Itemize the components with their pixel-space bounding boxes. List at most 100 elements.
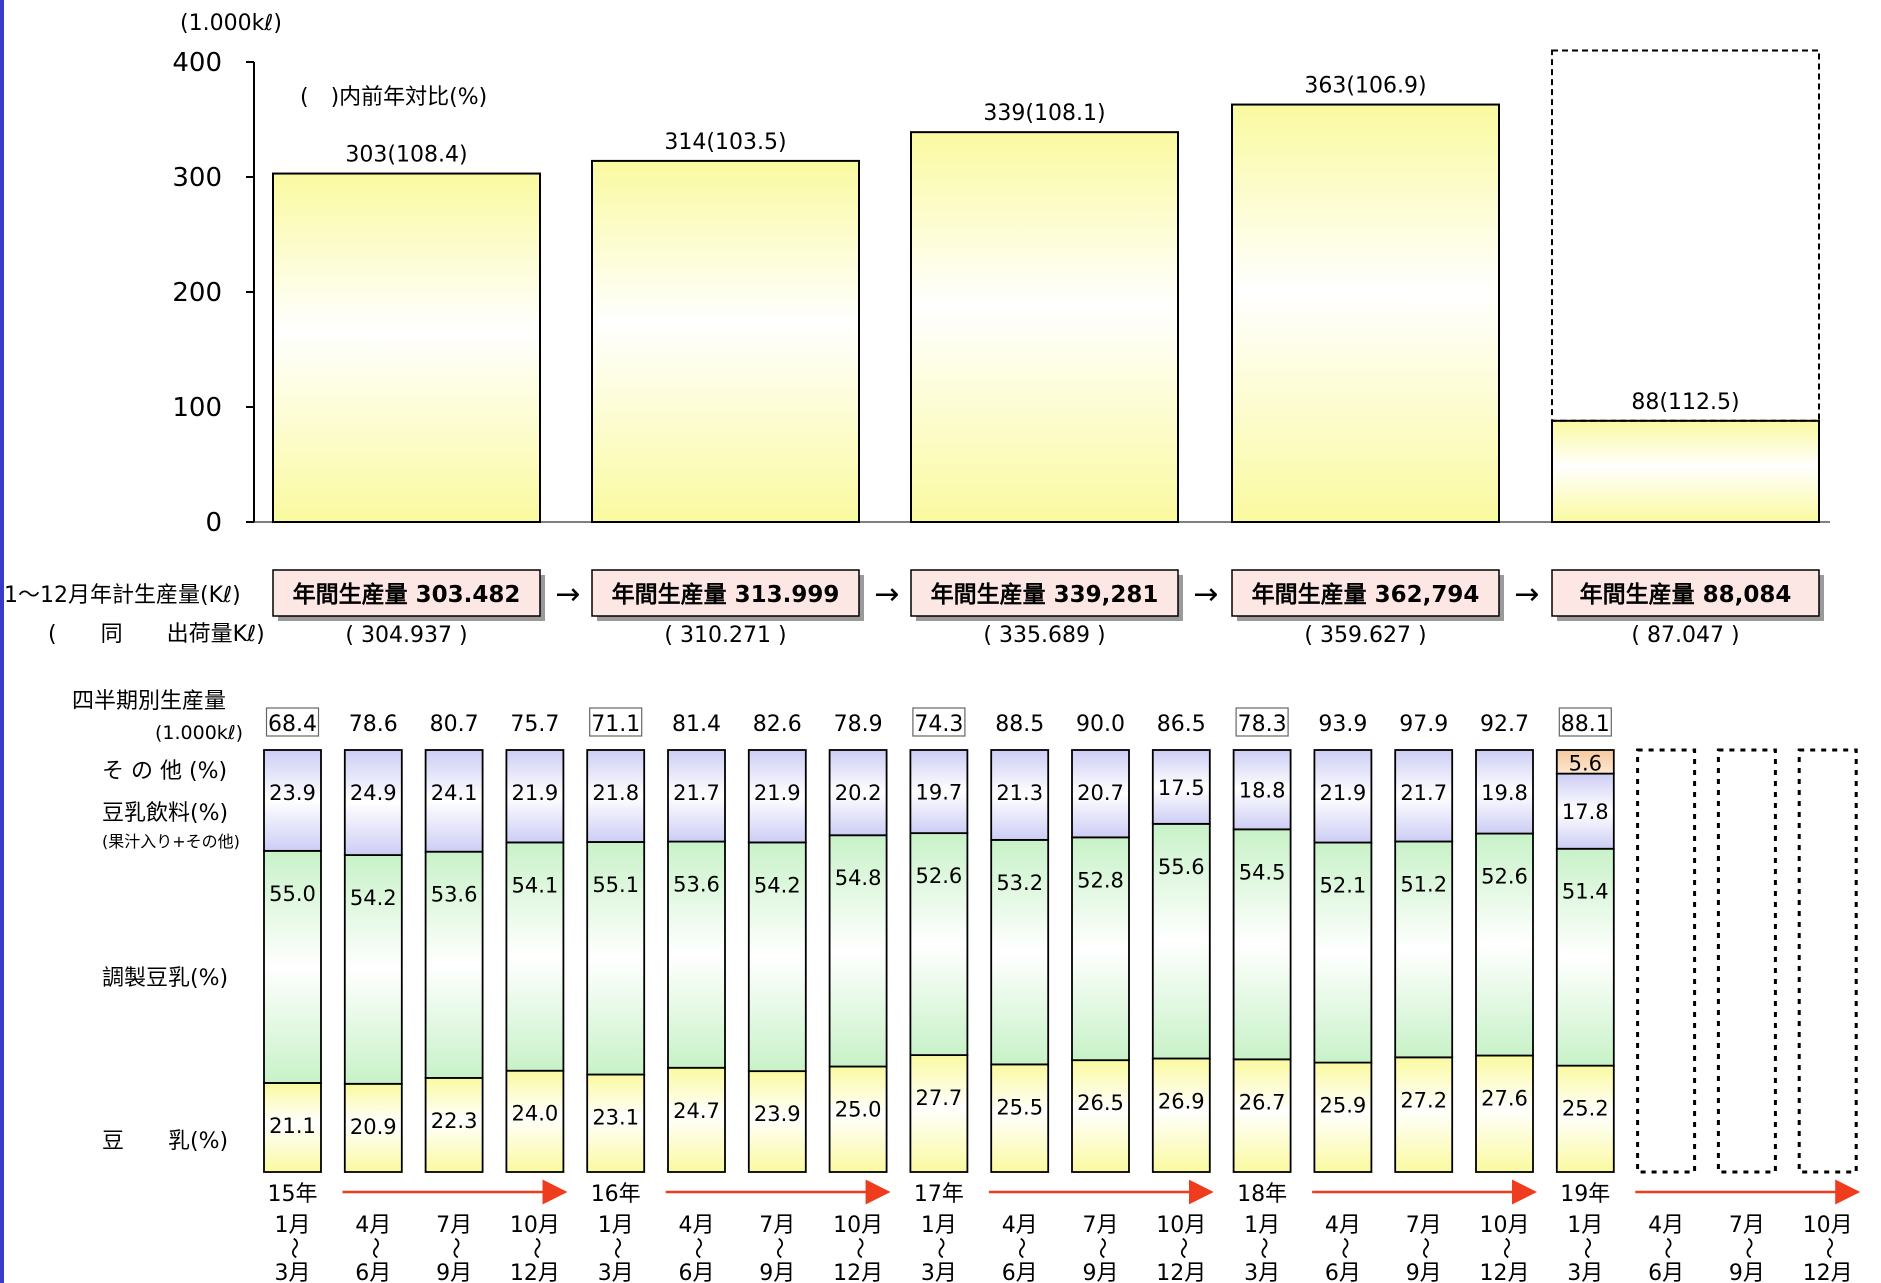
soymilk-drink-segment-label: 21.9: [512, 781, 559, 805]
y-tick-label: 300: [172, 163, 222, 193]
annual-shipment-value: ( 335.689 ): [983, 623, 1105, 648]
adjusted-soymilk-segment: [263, 849, 322, 1084]
soymilk-segment: [828, 1065, 888, 1173]
soymilk-segment-label: 25.9: [1320, 1094, 1367, 1118]
adjusted-soymilk-segment-label: 54.2: [754, 873, 801, 897]
adjusted-soymilk-segment: [667, 840, 726, 1069]
adjusted-soymilk-segment-label: 51.2: [1400, 872, 1447, 896]
quarterly-production-value: 88.1: [1561, 712, 1610, 737]
timeline-tilde: 〜: [1412, 1237, 1437, 1259]
legend-drink-sublabel: (果汁入り+その他): [102, 832, 240, 851]
soymilk-drink-segment: [1151, 749, 1211, 825]
soymilk-segment-label: 27.6: [1481, 1087, 1528, 1111]
timeline-tilde: 〜: [1816, 1237, 1841, 1259]
soymilk-drink-segment-label: 24.9: [350, 781, 397, 805]
soymilk-segment: [1151, 1057, 1211, 1173]
soymilk-drink-segment: [343, 749, 403, 856]
soymilk-segment: [586, 1073, 646, 1173]
left-accent-bar: [0, 0, 4, 1283]
adjusted-soymilk-segment: [424, 850, 484, 1079]
soymilk-drink-segment-label: 21.7: [1400, 781, 1447, 805]
timeline-month-end: 9月: [1406, 1261, 1442, 1283]
timeline-tilde: 〜: [1573, 1237, 1598, 1259]
annual-production-row-label: 1〜12月年計生産量(Kℓ): [4, 583, 241, 608]
soymilk-drink-segment-label: 18.8: [1239, 779, 1286, 803]
quarterly-production-value: 78.6: [349, 712, 398, 737]
adjusted-soymilk-segment: [1555, 847, 1615, 1067]
timeline-month-start: 10月: [1480, 1213, 1530, 1238]
soymilk-drink-segment: [1313, 749, 1373, 844]
soymilk-segment: [1394, 1056, 1454, 1173]
soymilk-segment-label: 26.5: [1077, 1091, 1124, 1115]
timeline-month-start: 1月: [275, 1213, 311, 1238]
adjusted-soymilk-segment: [505, 841, 565, 1072]
soymilk-drink-segment-label: 21.8: [592, 781, 639, 805]
annual-bar-label: 339(108.1): [983, 101, 1105, 126]
y-tick-label: 400: [172, 48, 222, 78]
soymilk-drink-segment-label: 20.7: [1077, 781, 1124, 805]
soymilk-segment-label: 24.0: [512, 1102, 559, 1126]
soymilk-drink-segment: [1071, 749, 1130, 839]
soymilk-drink-segment-label: 24.1: [431, 781, 478, 805]
soymilk-drink-segment: [263, 749, 322, 852]
timeline-month-start: 1月: [1244, 1213, 1280, 1238]
timeline-month-end: 9月: [436, 1261, 472, 1283]
timeline-month-start: 4月: [1648, 1213, 1684, 1238]
timeline-year: 18年: [1237, 1182, 1287, 1207]
year-transition-arrow: →: [1193, 577, 1218, 612]
timeline-tilde: 〜: [361, 1237, 386, 1259]
timeline-month-end: 3月: [921, 1261, 957, 1283]
year-transition-arrow: →: [874, 577, 899, 612]
timeline-month-end: 12月: [1480, 1261, 1530, 1283]
production-box: [910, 569, 1179, 617]
soymilk-segment-label: 24.7: [673, 1099, 720, 1123]
timeline-month-end: 6月: [1325, 1261, 1361, 1283]
timeline-tilde: 〜: [1735, 1237, 1760, 1259]
adjusted-soymilk-segment-label: 53.6: [431, 883, 478, 907]
adjusted-soymilk-segment: [343, 854, 403, 1085]
timeline-tilde: 〜: [523, 1237, 548, 1259]
legend-soymilk-label: 豆 乳(%): [102, 1129, 228, 1154]
timeline-tilde: 〜: [1331, 1237, 1356, 1259]
adjusted-soymilk-segment-label: 52.1: [1320, 874, 1367, 898]
soymilk-drink-segment-label: 19.8: [1481, 781, 1528, 805]
timeline-month-start: 1月: [1567, 1213, 1603, 1238]
soymilk-segment: [1071, 1059, 1130, 1173]
other-segment-label: 5.6: [1569, 752, 1602, 776]
quarterly-production-value: 78.9: [834, 712, 883, 737]
soymilk-drink-segment-label: 21.9: [1320, 781, 1367, 805]
adjusted-soymilk-segment-label: 54.2: [350, 886, 397, 910]
empty-quarter-placeholder: [1716, 748, 1777, 1174]
y-tick-label: 0: [205, 508, 222, 538]
quarterly-production-values: 68.4 78.6 80.7 75.7 71.1 81.4 82.6 78.9 74.3 88.5…: [265, 707, 1612, 737]
soymilk-segment-label: 26.7: [1239, 1090, 1286, 1114]
timeline-tilde: 〜: [927, 1237, 952, 1259]
timeline-year: 16年: [591, 1182, 641, 1207]
timeline-month-end: 3月: [275, 1261, 311, 1283]
empty-quarter-placeholder: [1797, 748, 1858, 1174]
annual-bar: [591, 159, 860, 523]
quarter-value-box: [1235, 707, 1289, 737]
soymilk-drink-segment-label: 23.9: [269, 781, 316, 805]
quarterly-production-title: 四半期別生産量: [72, 689, 226, 714]
timeline-year: 19年: [1560, 1182, 1610, 1207]
production-box: [1231, 569, 1500, 617]
quarterly-production-value: 90.0: [1076, 712, 1125, 737]
annual-bar: [1551, 419, 1820, 523]
production-box: [272, 569, 541, 617]
timeline-month-end: 3月: [1567, 1261, 1603, 1283]
y-axis-unit: (1.000kℓ): [180, 11, 282, 36]
adjusted-soymilk-segment-label: 52.6: [916, 864, 963, 888]
adjusted-soymilk-segment: [1394, 840, 1454, 1059]
soymilk-drink-segment-label: 17.5: [1158, 776, 1205, 800]
soymilk-segment: [343, 1082, 403, 1173]
y-axis-ticks: 0 100 200 300 400: [172, 48, 254, 538]
timeline-month-end: 12月: [1803, 1261, 1853, 1283]
soymilk-drink-segment: [828, 749, 888, 837]
adjusted-soymilk-segment: [990, 838, 1050, 1066]
timeline-tilde: 〜: [1169, 1237, 1194, 1259]
soymilk-segment-label: 23.1: [592, 1106, 639, 1130]
adjusted-soymilk-segment-label: 51.4: [1562, 880, 1609, 904]
annual-shipment-value: ( 359.627 ): [1304, 623, 1426, 648]
annual-production-value: 年間生産量 313.999: [612, 581, 840, 608]
